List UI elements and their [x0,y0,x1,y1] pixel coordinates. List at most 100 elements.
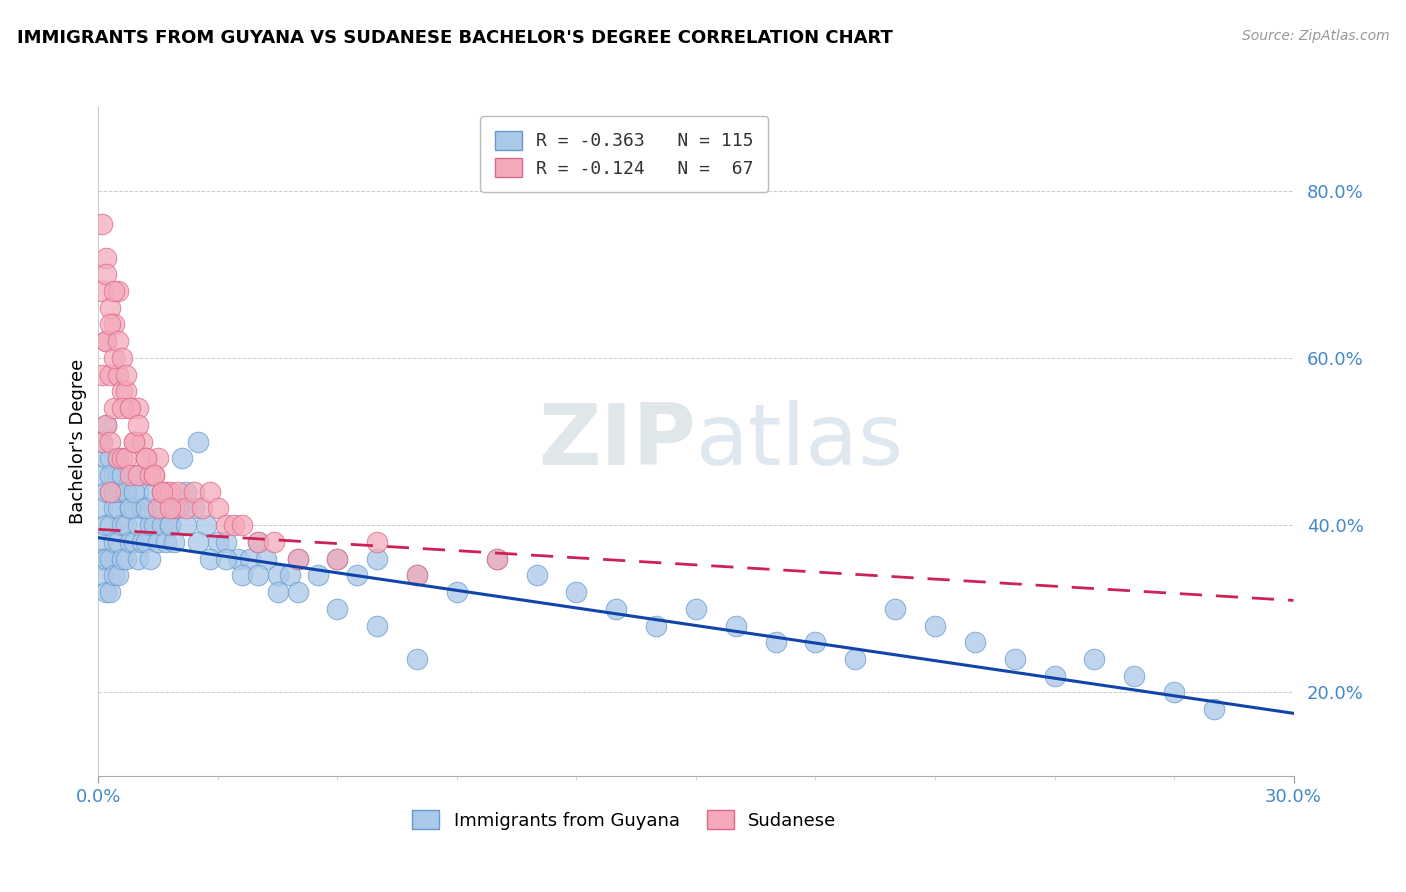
Point [139,518,162,533]
Point [107,534,129,549]
Point [127,417,149,432]
Point [120,467,142,482]
Point [127,518,149,533]
Point [127,551,149,566]
Point [150,518,173,533]
Text: ZIP: ZIP [538,400,696,483]
Point [111,401,134,415]
Point [135,451,157,466]
Point [96,518,118,533]
Point [267,585,290,599]
Point [107,334,129,348]
Point [139,467,162,482]
Point [111,484,134,499]
Point [207,534,229,549]
Point [963,635,986,649]
Point [155,534,177,549]
Point [287,551,309,566]
Point [131,434,153,449]
Point [167,484,190,499]
Point [215,551,238,566]
Point [103,351,125,365]
Point [485,551,508,566]
Point [91,534,114,549]
Point [159,518,181,533]
Point [155,484,177,499]
Point [1163,685,1185,699]
Point [135,501,157,516]
Point [366,551,388,566]
Point [107,501,129,516]
Point [143,467,166,482]
Point [91,217,114,231]
Point [96,334,118,348]
Point [804,635,827,649]
Point [1083,652,1105,666]
Point [115,368,138,382]
Point [246,534,269,549]
Point [91,434,114,449]
Point [98,451,122,466]
Point [120,401,142,415]
Point [150,484,173,499]
Point [103,568,125,582]
Point [120,534,142,549]
Point [446,585,468,599]
Point [103,318,125,332]
Point [103,501,125,516]
Point [131,534,153,549]
Point [107,451,129,466]
Point [167,501,190,516]
Point [91,368,114,382]
Point [107,568,129,582]
Point [91,284,114,298]
Point [111,451,134,466]
Point [263,534,285,549]
Point [222,518,245,533]
Point [143,484,166,499]
Point [111,384,134,399]
Point [115,484,138,499]
Y-axis label: Bachelor's Degree: Bachelor's Degree [69,359,87,524]
Point [174,501,197,516]
Point [98,467,122,482]
Point [135,501,157,516]
Point [1004,652,1026,666]
Point [150,501,173,516]
Point [96,484,118,499]
Point [924,618,946,632]
Point [1043,669,1066,683]
Point [91,501,114,516]
Point [127,467,149,482]
Point [183,501,205,516]
Point [174,518,197,533]
Point [485,551,508,566]
Point [215,534,238,549]
Point [366,618,388,632]
Point [107,368,129,382]
Point [159,484,181,499]
Point [163,501,186,516]
Point [115,384,138,399]
Point [98,301,122,315]
Point [96,451,118,466]
Point [605,601,627,615]
Point [124,484,146,499]
Point [98,585,122,599]
Point [198,551,221,566]
Point [406,568,429,582]
Point [172,451,194,466]
Point [148,451,170,466]
Point [115,518,138,533]
Point [103,534,125,549]
Point [724,618,747,632]
Point [107,467,129,482]
Point [844,652,866,666]
Point [139,551,162,566]
Point [174,484,197,499]
Point [107,284,129,298]
Point [150,484,173,499]
Point [124,501,146,516]
Point [195,518,218,533]
Point [198,484,221,499]
